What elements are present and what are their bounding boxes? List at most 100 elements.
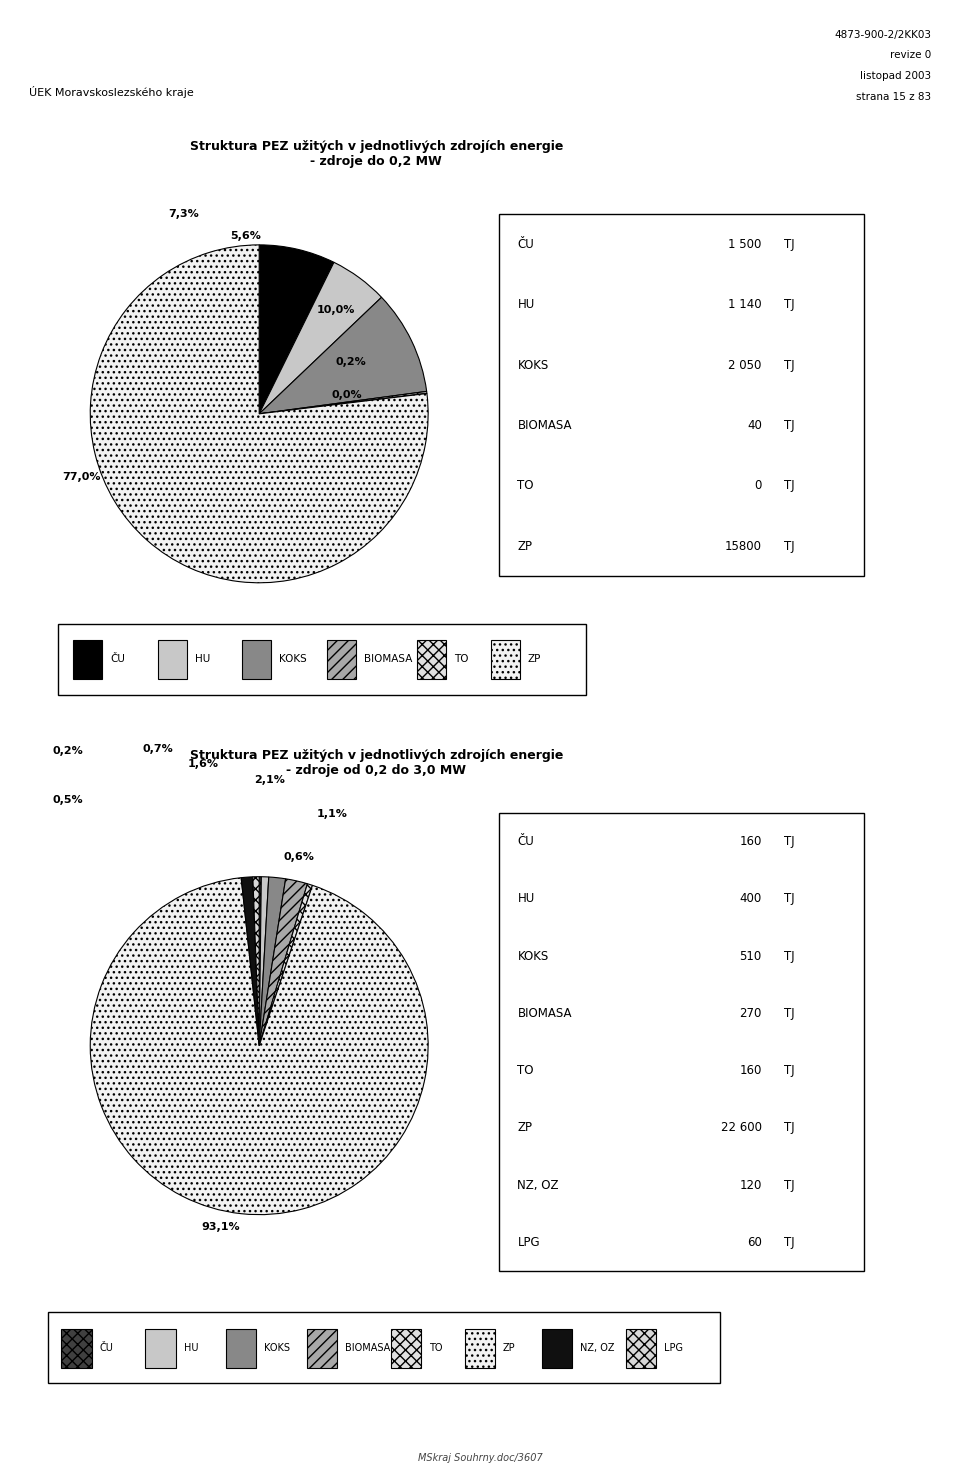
Text: HU: HU xyxy=(183,1344,199,1352)
Text: 400: 400 xyxy=(739,893,762,906)
Text: ZP: ZP xyxy=(517,1122,533,1135)
Text: 0,2%: 0,2% xyxy=(336,358,367,367)
Text: KOKS: KOKS xyxy=(264,1344,290,1352)
Text: listopad 2003: listopad 2003 xyxy=(860,71,931,81)
Text: 4873-900-2/2KK03: 4873-900-2/2KK03 xyxy=(834,30,931,40)
Text: 77,0%: 77,0% xyxy=(62,473,101,482)
Text: KOKS: KOKS xyxy=(517,949,549,962)
Text: 1 140: 1 140 xyxy=(729,299,762,312)
Text: ÚEK Moravskoslezského kraje: ÚEK Moravskoslezského kraje xyxy=(29,86,194,98)
Text: TJ: TJ xyxy=(783,835,794,848)
Wedge shape xyxy=(259,879,307,1046)
Text: ZP: ZP xyxy=(517,539,533,553)
Text: 2,1%: 2,1% xyxy=(254,776,285,785)
Text: 22 600: 22 600 xyxy=(721,1122,762,1135)
Text: HU: HU xyxy=(517,299,535,312)
Wedge shape xyxy=(259,297,426,414)
Text: TJ: TJ xyxy=(783,238,794,251)
Text: 0,0%: 0,0% xyxy=(331,390,362,399)
Bar xyxy=(465,1329,495,1367)
Text: strana 15 z 83: strana 15 z 83 xyxy=(856,92,931,102)
Text: NZ, OZ: NZ, OZ xyxy=(517,1178,559,1191)
Text: TO: TO xyxy=(454,655,468,664)
Text: TJ: TJ xyxy=(783,420,794,432)
Text: TO: TO xyxy=(517,1064,534,1077)
Text: TJ: TJ xyxy=(783,299,794,312)
Text: Struktura PEZ užitých v jednotlivých zdrojích energie
- zdroje od 0,2 do 3,0 MW: Struktura PEZ užitých v jednotlivých zdr… xyxy=(190,749,563,777)
Bar xyxy=(542,1329,572,1367)
Wedge shape xyxy=(259,876,286,1046)
Text: KOKS: KOKS xyxy=(517,359,549,371)
Text: 15800: 15800 xyxy=(725,539,762,553)
Wedge shape xyxy=(90,878,428,1215)
Text: ČU: ČU xyxy=(517,238,534,251)
Text: 5,6%: 5,6% xyxy=(230,232,261,241)
Text: 60: 60 xyxy=(747,1236,762,1249)
Text: NZ, OZ: NZ, OZ xyxy=(580,1344,614,1352)
Wedge shape xyxy=(259,393,427,414)
Text: 160: 160 xyxy=(739,1064,762,1077)
Text: 1,1%: 1,1% xyxy=(317,810,348,819)
Wedge shape xyxy=(259,392,427,414)
Wedge shape xyxy=(252,876,259,1046)
Text: 270: 270 xyxy=(739,1007,762,1020)
Text: TJ: TJ xyxy=(783,1236,794,1249)
Text: MSkraj Souhrny.doc/3607: MSkraj Souhrny.doc/3607 xyxy=(418,1453,542,1463)
Text: ČU: ČU xyxy=(110,655,125,664)
Text: 0,2%: 0,2% xyxy=(53,746,84,755)
Wedge shape xyxy=(259,876,269,1046)
Text: LPG: LPG xyxy=(664,1344,684,1352)
Text: TJ: TJ xyxy=(783,949,794,962)
Text: 7,3%: 7,3% xyxy=(168,210,199,219)
Text: TJ: TJ xyxy=(783,1064,794,1077)
Bar xyxy=(61,1329,91,1367)
Text: 120: 120 xyxy=(739,1178,762,1191)
Wedge shape xyxy=(241,876,259,1046)
Wedge shape xyxy=(259,245,334,414)
Text: TO: TO xyxy=(517,479,534,492)
Text: ZP: ZP xyxy=(528,655,540,664)
Bar xyxy=(417,640,445,678)
Text: 0,5%: 0,5% xyxy=(53,795,84,804)
Bar xyxy=(307,1329,337,1367)
Bar xyxy=(157,640,187,678)
Text: 40: 40 xyxy=(747,420,762,432)
Text: BIOMASA: BIOMASA xyxy=(345,1344,391,1352)
Bar xyxy=(491,640,519,678)
Text: TO: TO xyxy=(429,1344,443,1352)
Text: ČU: ČU xyxy=(100,1344,113,1352)
Bar xyxy=(391,1329,421,1367)
Text: BIOMASA: BIOMASA xyxy=(364,655,412,664)
Text: TJ: TJ xyxy=(783,539,794,553)
Wedge shape xyxy=(259,876,261,1046)
Text: Struktura PEZ užitých v jednotlivých zdrojích energie
- zdroje do 0,2 MW: Struktura PEZ užitých v jednotlivých zdr… xyxy=(190,140,563,168)
Text: TJ: TJ xyxy=(783,1007,794,1020)
Text: 0,6%: 0,6% xyxy=(283,853,314,862)
Text: HU: HU xyxy=(517,893,535,906)
Text: BIOMASA: BIOMASA xyxy=(517,420,572,432)
Text: 160: 160 xyxy=(739,835,762,848)
Text: 1 500: 1 500 xyxy=(729,238,762,251)
Text: 2 050: 2 050 xyxy=(729,359,762,371)
Wedge shape xyxy=(259,262,381,414)
Text: TJ: TJ xyxy=(783,359,794,371)
Wedge shape xyxy=(90,245,428,582)
Text: TJ: TJ xyxy=(783,893,794,906)
Text: TJ: TJ xyxy=(783,1122,794,1135)
Text: 0,7%: 0,7% xyxy=(142,745,173,754)
Text: TJ: TJ xyxy=(783,479,794,492)
Text: 93,1%: 93,1% xyxy=(202,1222,240,1231)
Text: 1,6%: 1,6% xyxy=(188,760,219,769)
Bar xyxy=(626,1329,657,1367)
Wedge shape xyxy=(259,884,312,1046)
Text: TJ: TJ xyxy=(783,1178,794,1191)
Bar xyxy=(243,640,272,678)
Text: ZP: ZP xyxy=(503,1344,516,1352)
Text: KOKS: KOKS xyxy=(279,655,307,664)
Text: 510: 510 xyxy=(739,949,762,962)
Text: 10,0%: 10,0% xyxy=(317,306,355,315)
Bar xyxy=(327,640,356,678)
Text: ČU: ČU xyxy=(517,835,534,848)
Text: HU: HU xyxy=(195,655,210,664)
Bar xyxy=(146,1329,176,1367)
